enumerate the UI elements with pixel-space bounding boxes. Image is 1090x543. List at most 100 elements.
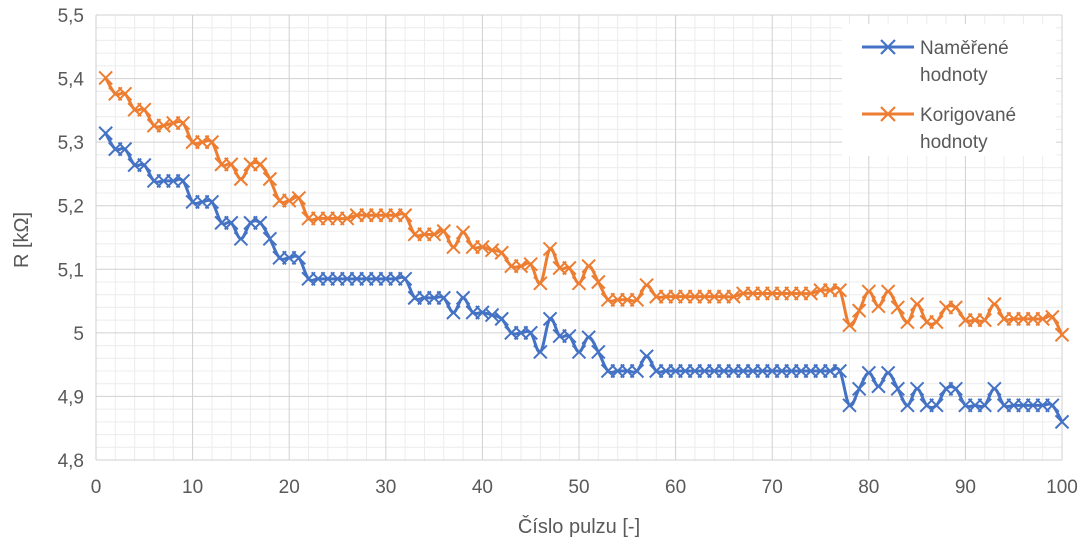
data-point-measured xyxy=(291,250,307,266)
x-tick-label: 0 xyxy=(91,477,102,498)
data-point-measured xyxy=(581,330,596,345)
data-point-corrected xyxy=(426,227,442,242)
data-point-corrected xyxy=(581,258,596,274)
data-point-corrected xyxy=(803,286,819,301)
major-gridlines xyxy=(95,14,1063,461)
data-point-corrected xyxy=(629,292,645,308)
data-point-measured xyxy=(533,344,548,360)
data-point-corrected xyxy=(880,284,896,299)
legend-label-corrected-line2: hodnoty xyxy=(920,132,988,153)
x-tick-label: 70 xyxy=(762,477,783,498)
data-point-corrected xyxy=(455,225,471,240)
series-layer xyxy=(98,70,1070,430)
data-point-corrected xyxy=(339,211,355,226)
data-point-measured xyxy=(639,349,654,364)
data-point-corrected xyxy=(832,283,848,298)
data-point-corrected xyxy=(571,276,587,291)
data-point-corrected xyxy=(397,208,413,223)
y-tick-label: 5,2 xyxy=(58,197,84,218)
data-point-corrected xyxy=(523,256,538,272)
series-corrected xyxy=(98,70,1070,342)
data-point-measured xyxy=(832,363,848,379)
data-point-measured xyxy=(262,231,278,246)
data-point-corrected xyxy=(1045,309,1060,325)
x-tick-label: 40 xyxy=(472,477,493,498)
data-point-corrected xyxy=(98,70,113,86)
data-point-corrected xyxy=(281,193,297,208)
data-point-measured xyxy=(233,231,249,246)
data-point-corrected xyxy=(137,102,152,117)
data-point-measured xyxy=(929,398,944,413)
data-point-measured xyxy=(224,215,239,231)
x-axis-title: Číslo pulzu [-] xyxy=(518,515,640,538)
data-point-measured xyxy=(591,344,606,360)
x-tick-label: 90 xyxy=(955,477,976,498)
data-point-measured xyxy=(1045,398,1060,413)
data-point-measured xyxy=(977,398,992,413)
legend-marker-corrected xyxy=(880,106,896,122)
y-tick-label: 5,4 xyxy=(58,70,85,91)
data-point-corrected xyxy=(156,118,171,133)
legend: Naměřené hodnoty Korigované hodnoty xyxy=(842,24,1056,156)
data-point-measured xyxy=(397,271,413,287)
data-point-corrected xyxy=(900,314,915,330)
data-point-measured xyxy=(880,365,896,381)
data-point-corrected xyxy=(948,300,963,315)
data-point-corrected xyxy=(890,300,905,315)
data-point-measured xyxy=(117,141,133,157)
data-point-corrected xyxy=(871,298,886,314)
data-point-corrected xyxy=(253,157,268,172)
data-point-corrected xyxy=(533,276,548,291)
data-point-corrected xyxy=(484,243,500,258)
data-point-measured xyxy=(455,290,471,306)
data-point-measured xyxy=(137,157,152,173)
legend-label-corrected-line1: Korigované xyxy=(920,105,1016,126)
data-point-corrected xyxy=(117,86,133,102)
data-point-measured xyxy=(890,381,905,397)
data-point-measured xyxy=(98,126,113,141)
data-point-corrected xyxy=(475,239,490,255)
data-point-corrected xyxy=(726,289,741,304)
data-point-measured xyxy=(948,381,963,397)
y-axis-tick-labels: 4,8 4,9 5 5,1 5,2 5,3 5,4 5,5 xyxy=(58,6,85,472)
x-tick-label: 80 xyxy=(858,477,879,498)
x-tick-label: 30 xyxy=(375,477,396,498)
data-point-measured xyxy=(494,311,509,327)
data-point-measured xyxy=(204,194,220,210)
data-point-measured xyxy=(909,381,925,397)
data-point-corrected xyxy=(446,239,461,255)
data-point-corrected xyxy=(842,318,857,333)
data-point-measured xyxy=(629,363,645,379)
y-tick-label: 4,8 xyxy=(58,451,84,472)
y-tick-label: 5,3 xyxy=(58,133,84,154)
data-point-measured xyxy=(253,215,268,231)
legend-label-measured-line2: hodnoty xyxy=(920,65,988,86)
data-point-corrected xyxy=(204,134,220,150)
data-point-corrected xyxy=(977,312,992,328)
data-point-measured xyxy=(987,381,1002,397)
legend-marker-measured xyxy=(880,39,896,55)
x-tick-label: 60 xyxy=(665,477,686,498)
data-point-measured xyxy=(900,398,915,413)
data-point-corrected xyxy=(175,115,191,131)
data-point-corrected xyxy=(987,297,1002,312)
data-point-corrected xyxy=(494,245,509,260)
data-point-corrected xyxy=(562,260,577,276)
x-tick-label: 50 xyxy=(568,477,589,498)
x-tick-label: 10 xyxy=(182,477,203,498)
x-tick-label: 20 xyxy=(279,477,300,498)
y-axis-title: R [kΩ] xyxy=(11,212,33,268)
data-point-measured xyxy=(436,290,451,306)
data-point-measured xyxy=(446,305,461,320)
y-tick-label: 4,9 xyxy=(58,387,84,408)
y-tick-label: 5,1 xyxy=(58,260,84,281)
data-point-measured xyxy=(562,328,577,344)
data-point-corrected xyxy=(929,314,944,330)
legend-item-measured: Naměřené hodnoty xyxy=(862,38,1009,86)
data-point-measured xyxy=(871,379,886,394)
data-point-measured xyxy=(542,311,558,327)
data-point-corrected xyxy=(1054,327,1070,342)
x-axis-tick-labels: 0 10 20 30 40 50 60 70 80 90 100 xyxy=(91,477,1078,498)
